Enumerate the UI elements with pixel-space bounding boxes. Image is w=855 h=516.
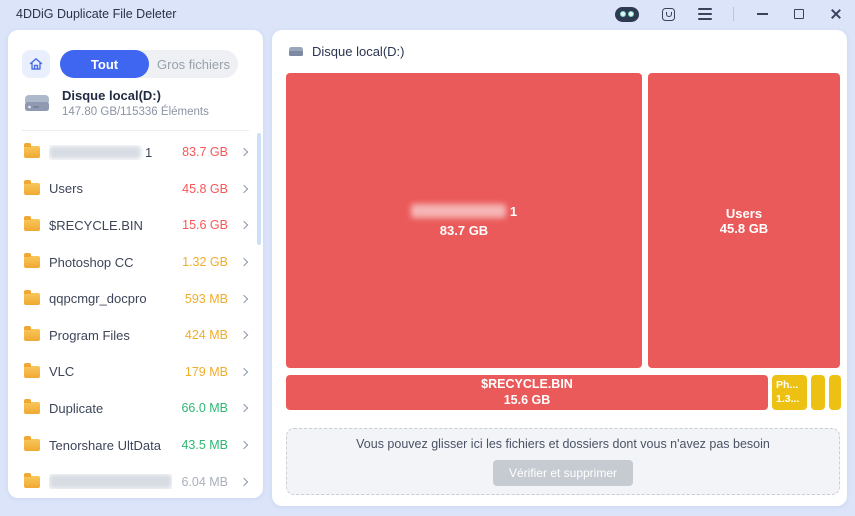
folder-icon	[24, 289, 40, 305]
block-label: Ph...	[776, 378, 799, 391]
folder-list: 1 83.7 GB Users 45.8 GB $RECYCLE.BIN 15.…	[8, 134, 263, 500]
main-header: Disque local(D:)	[288, 44, 404, 59]
folder-size: 83.7 GB	[182, 145, 228, 160]
list-item[interactable]: $RECYCLE.BIN 15.6 GB	[8, 207, 263, 244]
folder-size: 66.0 MB	[181, 401, 228, 416]
treemap-block-small-1[interactable]	[811, 375, 825, 410]
folder-icon	[24, 143, 40, 159]
folder-icon	[24, 326, 40, 342]
chevron-right-icon[interactable]	[239, 477, 249, 486]
dropzone[interactable]: Vous pouvez glisser ici les fichiers et …	[286, 428, 840, 495]
chevron-right-icon[interactable]	[239, 257, 249, 267]
folder-size: 43.5 MB	[181, 438, 228, 453]
folder-name: Photoshop CC	[49, 254, 134, 270]
folder-size: 424 MB	[184, 328, 228, 343]
minimize-button[interactable]	[753, 5, 771, 23]
list-item[interactable]: Duplicate 66.0 MB	[8, 390, 263, 427]
menu-icon[interactable]	[696, 5, 714, 23]
list-item[interactable]: VLC 179 MB	[8, 354, 263, 391]
treemap-block-small-2[interactable]	[829, 375, 841, 410]
treemap-block-redacted-1[interactable]: 1 83.7 GB	[286, 73, 642, 368]
folder-size: 6.04 MB	[181, 474, 228, 489]
titlebar-separator	[733, 7, 734, 21]
main-header-title: Disque local(D:)	[312, 44, 405, 59]
view-tabs: Tout Gros fichiers	[60, 50, 238, 78]
hard-drive-icon	[25, 95, 49, 111]
chevron-right-icon[interactable]	[239, 294, 249, 303]
bot-face-icon	[615, 6, 639, 22]
dropzone-message: Vous pouvez glisser ici les fichiers et …	[356, 437, 770, 451]
disk-name: Disque local(D:)	[62, 88, 161, 103]
folder-size: 179 MB	[184, 364, 228, 379]
list-item[interactable]: 1 83.7 GB	[8, 134, 263, 171]
block-size: 1.3...	[776, 392, 800, 405]
list-item[interactable]: Program Files 424 MB	[8, 317, 263, 354]
folder-size: 593 MB	[184, 291, 228, 306]
block-size: 45.8 GB	[719, 220, 769, 236]
disk-summary: 147.80 GB/115336 Éléments	[62, 106, 209, 118]
treemap-block-users[interactable]: Users 45.8 GB	[648, 73, 840, 368]
list-item[interactable]: 6.04 MB	[8, 463, 263, 500]
folder-size: 15.6 GB	[182, 218, 228, 233]
folder-name: Users	[49, 181, 83, 197]
folder-name: Tenorshare UltData	[49, 437, 161, 453]
divider	[22, 130, 249, 131]
chevron-right-icon[interactable]	[239, 331, 249, 340]
chevron-right-icon[interactable]	[239, 404, 249, 413]
folder-name: Program Files	[49, 327, 130, 343]
list-item[interactable]: Tenorshare UltData 43.5 MB	[8, 427, 263, 464]
titlebar: 4DDiG Duplicate File Deleter	[0, 0, 855, 28]
window-title: 4DDiG Duplicate File Deleter	[16, 7, 177, 21]
folder-icon	[24, 253, 40, 269]
chevron-right-icon[interactable]	[239, 367, 249, 377]
feedback-icon[interactable]	[659, 5, 677, 23]
close-button[interactable]	[827, 5, 845, 23]
folder-icon	[24, 179, 40, 195]
folder-name: Duplicate	[49, 400, 104, 416]
folder-name: $RECYCLE.BIN	[49, 217, 143, 233]
verify-delete-button[interactable]: Vérifier et supprimer	[492, 460, 634, 486]
folder-icon	[24, 216, 40, 232]
home-button[interactable]	[22, 50, 50, 78]
home-icon	[29, 58, 43, 70]
folder-icon	[24, 472, 40, 488]
redacted-name	[49, 145, 141, 159]
treemap-block-photoshop[interactable]: Ph... 1.3...	[772, 375, 807, 410]
scrollbar-thumb[interactable]	[257, 133, 261, 245]
assistant-bot-icon[interactable]	[614, 5, 640, 23]
redacted-label	[410, 204, 506, 218]
folder-name: VLC	[49, 364, 75, 380]
list-item[interactable]: Users 45.8 GB	[8, 171, 263, 208]
block-label: $RECYCLE.BIN	[481, 376, 573, 391]
main-panel: Disque local(D:) 1 83.7 GB Users 45.8 GB…	[272, 30, 847, 506]
chevron-right-icon[interactable]	[239, 184, 249, 194]
folder-size: 1.32 GB	[182, 255, 228, 270]
chevron-right-icon[interactable]	[239, 148, 249, 157]
maximize-button[interactable]	[790, 5, 808, 23]
list-item[interactable]: Photoshop CC 1.32 GB	[8, 244, 263, 281]
hard-drive-icon	[289, 46, 303, 56]
folder-icon	[24, 399, 40, 415]
chevron-right-icon[interactable]	[239, 440, 249, 450]
folder-name: qqpcmgr_docpro	[49, 291, 147, 307]
folder-icon	[24, 436, 40, 452]
block-size: 83.7 GB	[439, 222, 489, 238]
block-size: 15.6 GB	[503, 392, 551, 407]
redacted-name	[49, 474, 173, 490]
sidebar: Tout Gros fichiers Disque local(D:) 147.…	[8, 30, 263, 498]
folder-icon	[24, 362, 40, 378]
tab-tout[interactable]: Tout	[60, 50, 149, 78]
tab-gros-fichiers[interactable]: Gros fichiers	[157, 56, 230, 72]
disk-info: Disque local(D:) 147.80 GB/115336 Élémen…	[22, 88, 209, 118]
treemap-block-recycle-bin[interactable]: $RECYCLE.BIN 15.6 GB	[286, 375, 768, 410]
block-label: Users	[725, 205, 763, 221]
list-item[interactable]: qqpcmgr_docpro 593 MB	[8, 280, 263, 317]
chevron-right-icon[interactable]	[239, 221, 249, 230]
folder-size: 45.8 GB	[182, 181, 228, 196]
